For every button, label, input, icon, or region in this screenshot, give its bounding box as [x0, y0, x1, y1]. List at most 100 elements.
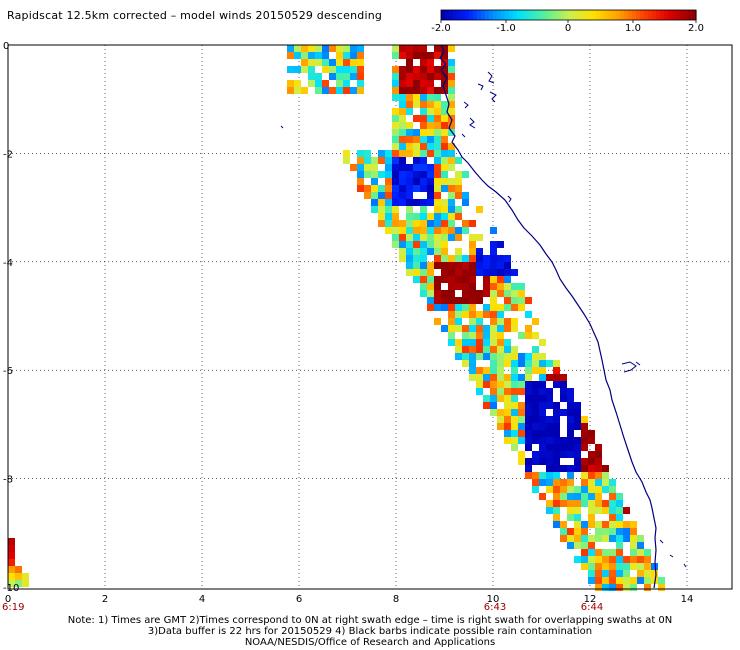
swath-cell [434, 234, 441, 241]
swath-cell [357, 157, 364, 164]
swath-cell [602, 486, 609, 493]
swath-cell [343, 80, 350, 87]
swath-cell [637, 535, 644, 542]
swath-cell [644, 563, 651, 570]
swath-cell [560, 479, 567, 486]
swath-cell [399, 143, 406, 150]
swath-cell [434, 150, 441, 157]
swath-cell [518, 283, 525, 290]
swath-cell [427, 171, 434, 178]
swath-cell [434, 213, 441, 220]
swath-cell [574, 542, 581, 549]
swath-cell [595, 528, 602, 535]
swath-cell [420, 276, 427, 283]
colorbar-step [656, 10, 661, 20]
colorbar-tick-label: 1.0 [625, 23, 641, 34]
swath-cell [532, 416, 539, 423]
colorbar-step [620, 10, 625, 20]
swath-cell [301, 52, 308, 59]
swath-cell [595, 577, 602, 584]
swath-cell [448, 220, 455, 227]
swath-cell [490, 262, 497, 269]
swath-cell [413, 171, 420, 178]
swath-cell [462, 346, 469, 353]
swath-cell [581, 458, 588, 465]
swath-cell [553, 486, 560, 493]
swath-cell [574, 458, 581, 465]
swath-cell [301, 59, 308, 66]
swath-cell [504, 339, 511, 346]
swath-cell [357, 66, 364, 73]
swath-cell [483, 402, 490, 409]
swath-cell [595, 521, 602, 528]
colorbar-step [652, 10, 657, 20]
swath-cell [462, 297, 469, 304]
swath-cell [630, 528, 637, 535]
swath-cell [448, 87, 455, 94]
colorbar-tick-labels: -2.0 -1.0 0 1.0 2.0 [431, 20, 704, 34]
swath-cell [469, 332, 476, 339]
swath-cell [371, 199, 378, 206]
swath-cell [637, 556, 644, 563]
colorbar-step [600, 10, 605, 20]
swath-cell [420, 220, 427, 227]
colorbar-step [508, 10, 514, 20]
swath-cell [574, 465, 581, 472]
swath-cell [630, 521, 637, 528]
swath-cell [567, 437, 574, 444]
swath-cell [560, 409, 567, 416]
swath-cell [413, 213, 420, 220]
swath-cell [476, 318, 483, 325]
colorbar-step [568, 10, 574, 20]
swath-cell [455, 262, 462, 269]
swath-cell [560, 388, 567, 395]
swath-cell [476, 311, 483, 318]
swath-cell [553, 507, 560, 514]
colorbar-step [512, 10, 518, 20]
swath-cell [588, 563, 595, 570]
swath-cell [567, 430, 574, 437]
swath-cell [483, 311, 490, 318]
colorbar-step [560, 10, 566, 20]
swath-cell [448, 290, 455, 297]
swath-cell [609, 521, 616, 528]
colorbar-step [520, 10, 526, 20]
swath-cell [399, 52, 406, 59]
swath-cell [525, 297, 532, 304]
swath-cell [469, 283, 476, 290]
swath-cell [462, 283, 469, 290]
swath-cell [504, 269, 511, 276]
swath-cell [336, 52, 343, 59]
swath-cell [553, 416, 560, 423]
swath-cell [434, 290, 441, 297]
swath-cell [392, 157, 399, 164]
swath-cell [8, 559, 15, 566]
swath-cell [343, 59, 350, 66]
swath-cell [392, 241, 399, 248]
swath-cell [483, 395, 490, 402]
swath-cell [518, 374, 525, 381]
swath-cell [497, 255, 504, 262]
swath-cell [525, 416, 532, 423]
swath-cell [532, 486, 539, 493]
swath-cell [441, 325, 448, 332]
swath-cell [385, 213, 392, 220]
swath-cell [623, 507, 630, 514]
swath-cell [490, 276, 497, 283]
swath-cell [532, 395, 539, 402]
colorbar-step [588, 10, 594, 20]
swath-cell [336, 73, 343, 80]
colorbar-step [580, 10, 586, 20]
swath-cell [490, 318, 497, 325]
swath-cell [560, 535, 567, 542]
swath-cell [602, 528, 609, 535]
swath-cell [567, 451, 574, 458]
time-label: 6:19 [2, 602, 24, 613]
swath-cell [308, 45, 315, 52]
swath-cell [399, 129, 406, 136]
swath-cell [322, 45, 329, 52]
swath-cell [8, 566, 15, 573]
colorbar-step [604, 10, 609, 20]
swath-cell [441, 304, 448, 311]
